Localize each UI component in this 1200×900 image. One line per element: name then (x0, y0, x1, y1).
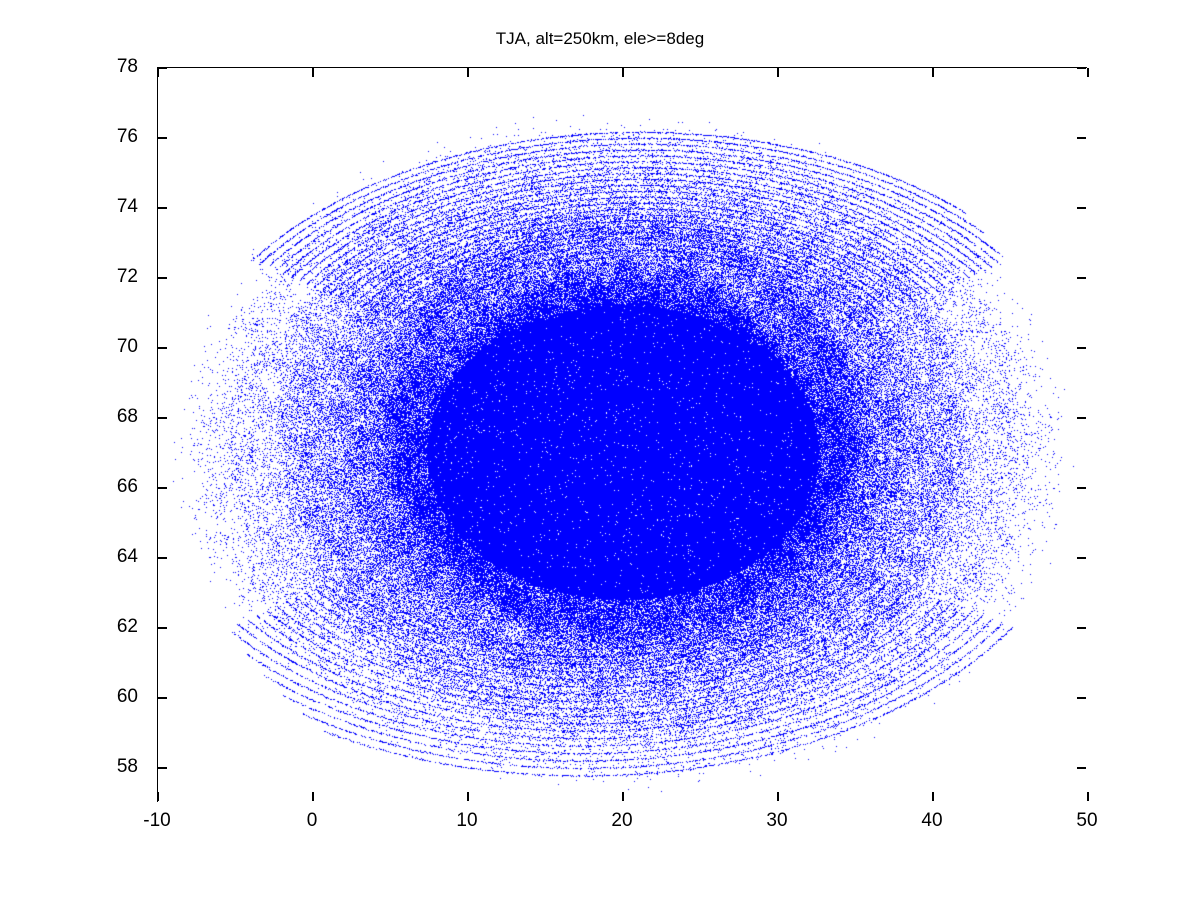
x-tick-label: 40 (921, 810, 943, 831)
x-tick-bottom (932, 792, 934, 801)
x-tick-top (157, 68, 159, 77)
x-tick-label: 20 (611, 810, 633, 831)
y-tick-left (158, 417, 167, 419)
y-tick-label: 68 (116, 406, 138, 427)
y-tick-left (158, 697, 167, 699)
x-tick-top (777, 68, 779, 77)
y-tick-right (1077, 67, 1086, 69)
x-tick-label: 50 (1076, 810, 1098, 831)
y-tick-right (1077, 487, 1086, 489)
y-tick-left (158, 487, 167, 489)
y-tick-label: 76 (116, 126, 138, 147)
page-title: TJA, alt=250km, ele>=8deg (495, 29, 705, 48)
x-tick-bottom (312, 792, 314, 801)
plot-axes-box (157, 67, 1089, 803)
y-tick-left (158, 557, 167, 559)
y-tick-label: 64 (116, 546, 138, 567)
x-tick-label: 30 (766, 810, 788, 831)
y-tick-right (1077, 557, 1086, 559)
y-tick-left (158, 627, 167, 629)
x-tick-label: -10 (143, 810, 171, 831)
x-tick-bottom (622, 792, 624, 801)
x-tick-top (312, 68, 314, 77)
y-tick-label: 60 (116, 686, 138, 707)
y-tick-left (158, 277, 167, 279)
y-tick-left (158, 767, 167, 769)
y-tick-label: 70 (116, 336, 138, 357)
y-tick-label: 66 (116, 476, 138, 497)
y-tick-left (158, 347, 167, 349)
x-tick-top (622, 68, 624, 77)
y-tick-right (1077, 767, 1086, 769)
scatter-plot-area (158, 68, 1088, 803)
y-tick-right (1077, 347, 1086, 349)
y-tick-label: 62 (116, 616, 138, 637)
y-tick-left (158, 207, 167, 209)
x-tick-bottom (467, 792, 469, 801)
y-tick-label: 58 (116, 756, 138, 777)
y-tick-left (158, 137, 167, 139)
x-tick-bottom (1087, 792, 1089, 801)
y-tick-label: 74 (116, 196, 138, 217)
x-tick-label: 0 (306, 810, 318, 831)
y-tick-label: 72 (116, 266, 138, 287)
y-tick-right (1077, 627, 1086, 629)
y-tick-right (1077, 277, 1086, 279)
x-tick-label: 10 (456, 810, 478, 831)
y-tick-right (1077, 137, 1086, 139)
y-tick-right (1077, 417, 1086, 419)
x-tick-bottom (157, 792, 159, 801)
y-tick-label: 78 (116, 56, 138, 77)
y-tick-right (1077, 697, 1086, 699)
x-tick-bottom (777, 792, 779, 801)
x-tick-top (932, 68, 934, 77)
y-tick-left (158, 67, 167, 69)
y-tick-right (1077, 207, 1086, 209)
x-tick-top (1087, 68, 1089, 77)
x-tick-top (467, 68, 469, 77)
